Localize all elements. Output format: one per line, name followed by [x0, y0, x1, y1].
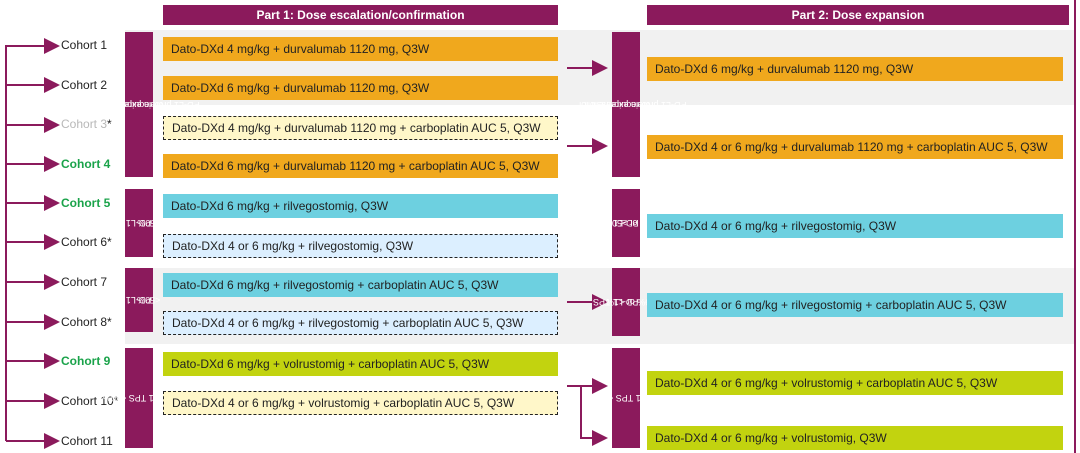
- part1-regimen-cohort8: Dato-DXd 4 or 6 mg/kg + rilvegostomig + …: [163, 311, 558, 335]
- cohort-label: Cohort 6*: [61, 235, 112, 249]
- part1-regimen-cohort7: Dato-DXd 6 mg/kg + rilvegostomig + carbo…: [163, 273, 558, 297]
- part2-regimen-rilvegostomig-carboplatin: Dato-DXd 4 or 6 mg/kg + rilvegostomig + …: [647, 293, 1063, 317]
- cohort-label: Cohort 2: [61, 78, 108, 92]
- cohort-label: Cohort 9: [61, 354, 111, 368]
- part1-header: Part 1: Dose escalation/confirmation: [163, 5, 558, 25]
- part2-regimen-durvalumab-carboplatin: Dato-DXd 4 or 6 mg/kg + durvalumab 1120 …: [647, 135, 1063, 159]
- part2-header: Part 2: Dose expansion: [647, 5, 1069, 25]
- cohort-label: Cohort 10*: [61, 394, 119, 408]
- part2-regimen-volrustomig: Dato-DXd 4 or 6 mg/kg + volrustomig, Q3W: [647, 426, 1063, 450]
- part1-group-label: PD-L1 TPS ≥50%: [106, 189, 160, 257]
- cohort-label: Cohort 7: [61, 275, 108, 289]
- part2-group-label: PD-L1 TPS <50%: [590, 348, 662, 448]
- part2-regimen-rilvegostomig: Dato-DXd 4 or 6 mg/kg + rilvegostomig, Q…: [647, 214, 1063, 238]
- part2-group-label: PD-L1 TPS 1–49% or <1%: [593, 268, 666, 336]
- part1-regimen-cohort10: Dato-DXd 4 or 6 mg/kg + volrustomig + ca…: [163, 391, 558, 415]
- cohort-label: Cohort 8*: [61, 315, 112, 329]
- part1-regimen-cohort9: Dato-DXd 6 mg/kg + volrustomig + carbopl…: [163, 352, 558, 376]
- part2-regimen-durvalumab: Dato-DXd 6 mg/kg + durvalumab 1120 mg, Q…: [647, 57, 1063, 81]
- part2-regimen-volrustomig-carboplatin: Dato-DXd 4 or 6 mg/kg + volrustomig + ca…: [647, 371, 1063, 395]
- part2-group-label: PD-L1 TPS 1–49% or ≥50%: [593, 189, 668, 257]
- part1-group-label: PD-L1 TPS <50%: [103, 348, 175, 448]
- part1-group-label: No requirement for PD-L1 protein expressi…: [91, 32, 200, 177]
- part1-regimen-cohort4: Dato-DXd 6 mg/kg + durvalumab 1120 mg + …: [163, 154, 558, 178]
- part1-regimen-cohort3: Dato-DXd 4 mg/kg + durvalumab 1120 mg + …: [163, 116, 558, 140]
- cohort-label: Cohort 1: [61, 38, 108, 52]
- cohort-label: Cohort 4: [61, 157, 111, 171]
- part1-regimen-cohort6: Dato-DXd 4 or 6 mg/kg + rilvegostomig, Q…: [163, 234, 558, 258]
- part1-regimen-cohort2: Dato-DXd 6 mg/kg + durvalumab 1120 mg, Q…: [163, 76, 558, 100]
- part1-group-label: PD-L1 TPS <50%: [106, 268, 161, 332]
- part2-group-label: No requirement for PD-L1 protein expressi…: [578, 32, 687, 177]
- cohort-label: Cohort 11: [61, 434, 113, 448]
- cohort-label: Cohort 5: [61, 196, 111, 210]
- part1-regimen-cohort1: Dato-DXd 4 mg/kg + durvalumab 1120 mg, Q…: [163, 37, 558, 61]
- cohort-label: Cohort 3*: [61, 117, 112, 131]
- part1-regimen-cohort5: Dato-DXd 6 mg/kg + rilvegostomig, Q3W: [163, 194, 558, 218]
